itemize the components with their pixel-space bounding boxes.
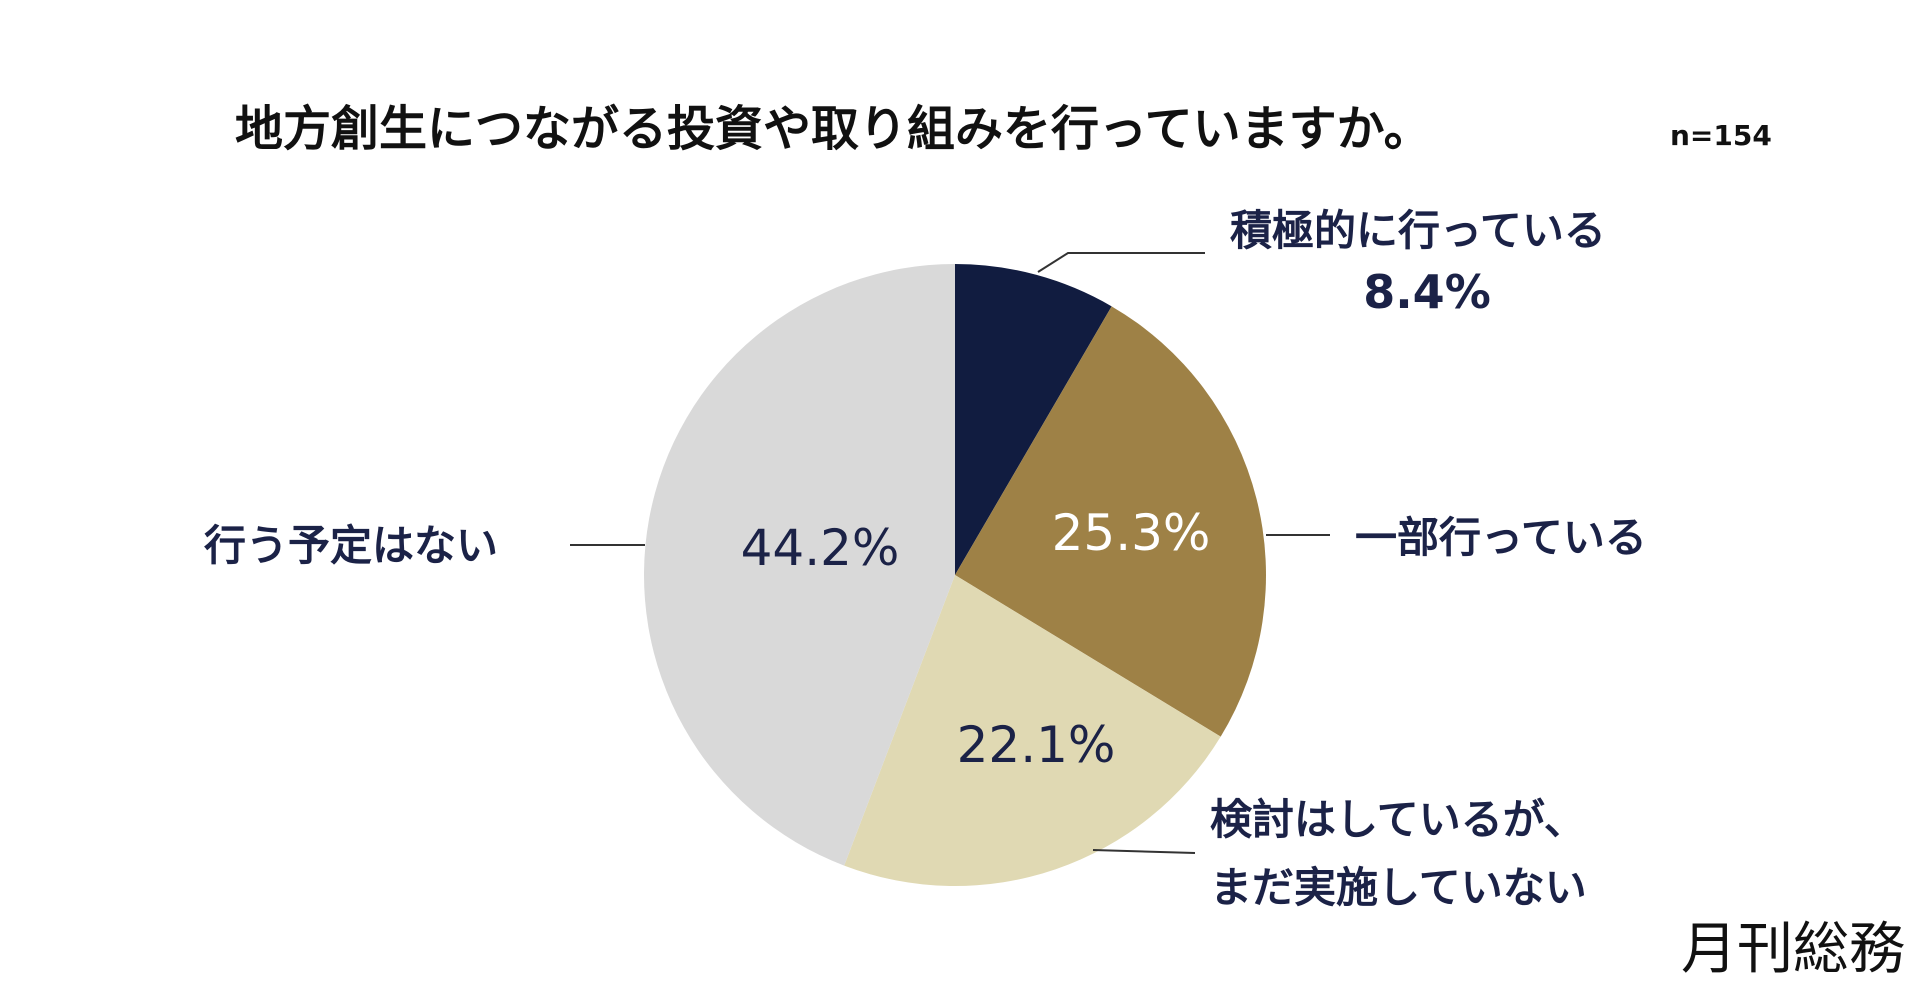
percent-label-partial: 25.3% — [1052, 504, 1211, 562]
pie-slices — [643, 264, 1266, 887]
percent-label-no-plan: 44.2% — [741, 519, 900, 577]
category-label-no-plan: 行う予定はない — [204, 521, 498, 570]
leader-line-considering — [1092, 849, 1196, 854]
category-label-partial: 一部行っている — [1355, 513, 1647, 562]
category-label-active: 積極的に行っている — [1230, 206, 1606, 255]
slice-partial — [955, 306, 1266, 737]
category-label-considering-line2: まだ実施していない — [1210, 863, 1587, 912]
chart-title: 地方創生につながる投資や取り組みを行っていますか。 — [235, 101, 1432, 157]
percent-label-active: 8.4% — [1363, 265, 1491, 319]
percent-label-considering: 22.1% — [957, 716, 1116, 774]
leader-line-active — [1037, 252, 1205, 273]
leader-lines — [570, 252, 1330, 854]
slice-considering — [844, 575, 1221, 887]
slice-active — [955, 264, 1112, 575]
sample-size-label: n=154 — [1670, 119, 1772, 152]
brand-logo-text: 月刊総務 — [1681, 917, 1905, 982]
slice-no-plan — [643, 264, 955, 866]
category-label-considering-line1: 検討はしているが、 — [1210, 795, 1586, 844]
